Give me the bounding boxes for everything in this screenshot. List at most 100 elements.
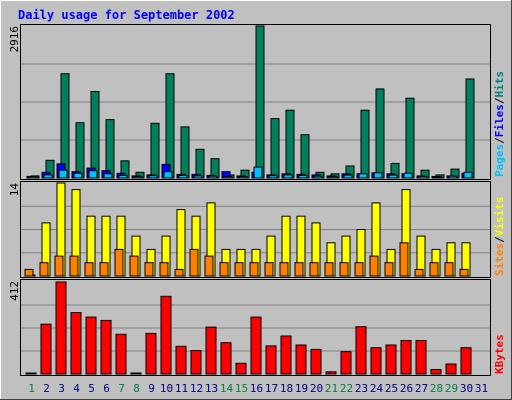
bar-pages-day-16 (253, 166, 263, 179)
day-label-4: 4 (73, 382, 80, 395)
bars (24, 25, 475, 375)
bar-hits-day-18 (285, 109, 295, 179)
bar-kbytes-day-1 (25, 372, 37, 375)
day-label-28: 28 (430, 382, 443, 395)
bar-sites-day-24 (369, 255, 379, 277)
bar-kbytes-day-12 (190, 350, 202, 375)
bar-sites-day-27 (414, 268, 424, 277)
bar-pages-day-5 (88, 170, 98, 179)
bar-kbytes-day-18 (280, 335, 292, 375)
bar-hits-day-23 (360, 109, 370, 179)
bar-sites-day-13 (204, 255, 214, 277)
bar-hits-day-11 (180, 126, 190, 179)
bar-sites-day-18 (279, 262, 289, 277)
bar-pages-day-30 (463, 171, 473, 179)
bar-sites-day-15 (234, 262, 244, 277)
bar-kbytes-day-24 (370, 347, 382, 375)
bar-sites-day-17 (264, 262, 274, 277)
day-label-10: 10 (160, 382, 173, 395)
day-label-25: 25 (385, 382, 398, 395)
bar-pages-day-14 (223, 176, 233, 179)
bar-sites-day-20 (309, 262, 319, 277)
day-label-11: 11 (175, 382, 188, 395)
day-label-27: 27 (415, 382, 428, 395)
day-label-21: 21 (325, 382, 338, 395)
bar-sites-day-11 (174, 268, 184, 277)
bar-sites-day-19 (294, 262, 304, 277)
bar-kbytes-day-5 (85, 316, 97, 375)
bar-pages-day-7 (118, 174, 128, 179)
bar-sites-day-12 (189, 248, 199, 277)
day-label-7: 7 (118, 382, 125, 395)
bar-pages-day-28 (433, 176, 443, 179)
bar-pages-day-15 (238, 176, 248, 179)
bar-sites-day-7 (114, 248, 124, 277)
bar-pages-day-6 (103, 173, 113, 179)
bar-sites-day-30 (459, 268, 469, 277)
bar-sites-day-5 (84, 262, 94, 277)
bar-sites-day-8 (129, 255, 139, 277)
bar-kbytes-day-4 (70, 312, 82, 375)
day-label-30: 30 (460, 382, 473, 395)
bar-sites-day-1 (24, 268, 34, 277)
day-label-19: 19 (295, 382, 308, 395)
bar-hits-day-12 (195, 148, 205, 179)
bar-sites-day-22 (339, 262, 349, 277)
bar-pages-day-23 (358, 173, 368, 179)
day-label-26: 26 (400, 382, 413, 395)
hits-max-label: 2916 (8, 26, 21, 53)
bar-pages-day-26 (403, 172, 413, 179)
bar-pages-day-20 (313, 175, 323, 179)
bar-kbytes-day-14 (220, 342, 232, 375)
bar-hits-day-4 (75, 122, 85, 179)
bar-hits-day-10 (165, 73, 175, 179)
bar-hits-day-24 (375, 88, 385, 179)
legend-part: KBytes (493, 334, 506, 374)
bar-hits-day-9 (150, 122, 160, 179)
bar-hits-day-26 (405, 97, 415, 179)
bar-kbytes-day-10 (160, 295, 172, 375)
bar-kbytes-day-13 (205, 326, 217, 375)
day-labels: 1 2 3 4 5 6 7 8 9 10 11 12 13 14 15 16 17 18 19 20 21 22 23 24 2… (28, 382, 488, 395)
day-label-22: 22 (340, 382, 353, 395)
bar-kbytes-day-17 (265, 345, 277, 375)
bar-hits-day-6 (105, 119, 115, 179)
bar-pages-day-27 (418, 175, 428, 179)
bar-kbytes-day-8 (130, 372, 142, 375)
visits-max-label: 14 (8, 183, 21, 197)
bar-sites-day-23 (354, 262, 364, 277)
bar-kbytes-day-28 (430, 369, 442, 375)
bar-kbytes-day-27 (415, 340, 427, 375)
day-label-6: 6 (103, 382, 110, 395)
bar-hits-day-30 (465, 78, 475, 179)
bar-kbytes-day-25 (385, 344, 397, 375)
bar-pages-day-24 (373, 172, 383, 179)
legend-part: Pages (493, 144, 506, 177)
bar-pages-day-9 (148, 175, 158, 179)
bar-pages-day-1 (28, 176, 38, 179)
day-label-13: 13 (205, 382, 218, 395)
bar-pages-day-29 (448, 175, 458, 179)
bar-pages-day-13 (208, 175, 218, 179)
day-label-3: 3 (58, 382, 65, 395)
day-label-24: 24 (370, 382, 384, 395)
day-label-29: 29 (445, 382, 458, 395)
bar-kbytes-day-6 (100, 319, 112, 375)
bar-pages-day-25 (388, 174, 398, 179)
bar-pages-day-2 (43, 174, 53, 179)
bar-pages-day-18 (283, 174, 293, 179)
visits-sites-legend: Sites/Visits (493, 197, 506, 277)
bar-pages-day-21 (328, 176, 338, 179)
bar-kbytes-day-16 (250, 316, 262, 375)
bar-kbytes-day-30 (460, 347, 472, 375)
day-label-1: 1 (28, 382, 35, 395)
day-label-5: 5 (88, 382, 95, 395)
day-label-18: 18 (280, 382, 293, 395)
bar-kbytes-day-29 (445, 363, 457, 375)
bar-hits-day-3 (60, 73, 70, 179)
bar-kbytes-day-2 (40, 323, 52, 375)
bar-sites-day-16 (249, 262, 259, 277)
bar-kbytes-day-19 (295, 344, 307, 375)
legend-part: Files (493, 104, 506, 137)
day-label-2: 2 (43, 382, 50, 395)
